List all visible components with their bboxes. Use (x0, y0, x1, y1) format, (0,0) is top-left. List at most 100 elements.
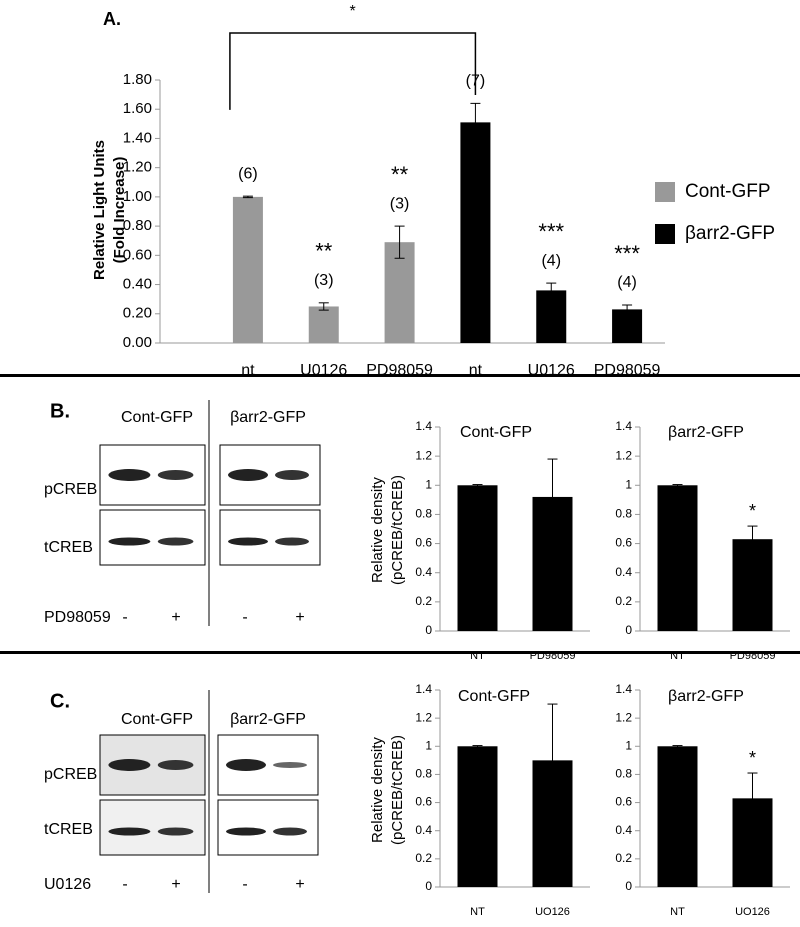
y-axis-label: Relative Light Units (91, 140, 108, 280)
error-bar (242, 195, 253, 199)
y-tick-label: 1.4 (415, 682, 432, 696)
chart-title: Cont-GFP (458, 688, 530, 705)
y-axis-label: Relative density (369, 737, 386, 843)
significance-label: *** (614, 241, 640, 266)
error-bar (747, 772, 758, 825)
legend-swatch (655, 224, 675, 244)
y-tick-label: 0.4 (415, 823, 432, 837)
y-tick-label: 1.40 (123, 129, 152, 146)
y-tick-label: 0 (425, 879, 432, 893)
treatment-sign: + (171, 609, 180, 626)
x-tick-label: PD98059 (594, 362, 661, 379)
y-axis-label: (Fold Increase) (111, 157, 128, 264)
bar (612, 309, 643, 343)
y-tick-label: 0.00 (123, 334, 152, 351)
y-tick-label: 0.6 (615, 536, 632, 550)
bar (657, 485, 698, 631)
separator (0, 374, 800, 377)
treatment-sign: + (295, 876, 304, 893)
y-tick-label: 1.2 (615, 710, 632, 724)
error-bar (547, 458, 558, 536)
n-label: (6) (238, 165, 258, 182)
error-bar (472, 484, 483, 487)
significance-label: * (749, 501, 756, 521)
treatment-sign: - (242, 609, 247, 626)
y-tick-label: 1.80 (123, 71, 152, 88)
y-tick-label: 0 (625, 879, 632, 893)
x-tick-label: PD98059 (530, 650, 576, 662)
blot-band (226, 759, 266, 771)
row-label: tCREB (44, 539, 93, 556)
legend-label: βarr2-GFP (685, 223, 775, 244)
significance-bracket (229, 32, 477, 110)
y-tick-label: 0.2 (615, 594, 632, 608)
significance-label: ** (391, 162, 409, 187)
y-tick-label: 1.2 (415, 448, 432, 462)
error-bar (470, 102, 481, 142)
blot-band (108, 537, 151, 546)
x-tick-label: PD98059 (730, 650, 776, 662)
y-tick-label: 1.00 (123, 188, 152, 205)
bar (460, 122, 491, 343)
y-tick-label: 1 (425, 738, 432, 752)
row-label: pCREB (44, 481, 97, 498)
y-tick-label: 1.20 (123, 159, 152, 176)
x-tick-label: UO126 (535, 906, 570, 918)
blot-band (157, 537, 194, 546)
y-tick-label: 0.6 (415, 795, 432, 809)
y-tick-label: 0 (425, 623, 432, 637)
x-tick-label: NT (470, 906, 485, 918)
blot-band (157, 470, 194, 480)
blot-frame (99, 799, 206, 856)
y-tick-label: 1.2 (615, 448, 632, 462)
group-label: Cont-GFP (121, 409, 193, 426)
blot-frame (99, 509, 206, 566)
y-tick-label: 0.40 (123, 276, 152, 293)
y-tick-label: 0.20 (123, 305, 152, 322)
y-tick-label: 1.4 (415, 419, 432, 433)
significance-label: ** (315, 239, 333, 264)
blot-band (108, 469, 151, 481)
blot-band (226, 827, 266, 836)
error-bar (472, 745, 483, 748)
blot-frame (217, 799, 319, 856)
y-tick-label: 1.60 (123, 100, 152, 117)
y-tick-label: 0.8 (615, 767, 632, 781)
blot-band (108, 827, 151, 836)
group-label: βarr2-GFP (230, 409, 306, 426)
bar (732, 539, 773, 631)
chart-title: βarr2-GFP (668, 688, 744, 705)
y-tick-label: 0.8 (415, 767, 432, 781)
group-label: Cont-GFP (121, 711, 193, 728)
treatment-label: U0126 (44, 876, 91, 893)
y-tick-label: 0.6 (415, 536, 432, 550)
group-label: βarr2-GFP (230, 711, 306, 728)
bar (384, 242, 415, 343)
blot-band (275, 470, 309, 480)
n-label: (4) (541, 252, 561, 269)
x-tick-label: PD98059 (366, 362, 433, 379)
y-tick-label: 1 (625, 477, 632, 491)
y-tick-label: 0.2 (415, 851, 432, 865)
significance-label: * (749, 748, 756, 768)
treatment-sign: - (122, 609, 127, 626)
significance-label: *** (538, 219, 564, 244)
bar (657, 746, 698, 887)
y-tick-label: 0.6 (615, 795, 632, 809)
chart-title: βarr2-GFP (668, 424, 744, 441)
blot-band (273, 827, 307, 836)
blot-frame (219, 509, 321, 566)
x-tick-label: NT (670, 650, 685, 662)
y-tick-label: 0 (625, 623, 632, 637)
separator (0, 651, 800, 654)
panel-label: B. (50, 400, 70, 422)
y-tick-label: 0.2 (615, 851, 632, 865)
bar (536, 290, 567, 343)
x-tick-label: NT (670, 906, 685, 918)
y-axis-label: (pCREB/tCREB) (389, 475, 406, 585)
y-tick-label: 0.60 (123, 246, 152, 263)
error-bar (546, 282, 557, 299)
blot-band (157, 760, 194, 770)
y-tick-label: 1.4 (615, 682, 632, 696)
